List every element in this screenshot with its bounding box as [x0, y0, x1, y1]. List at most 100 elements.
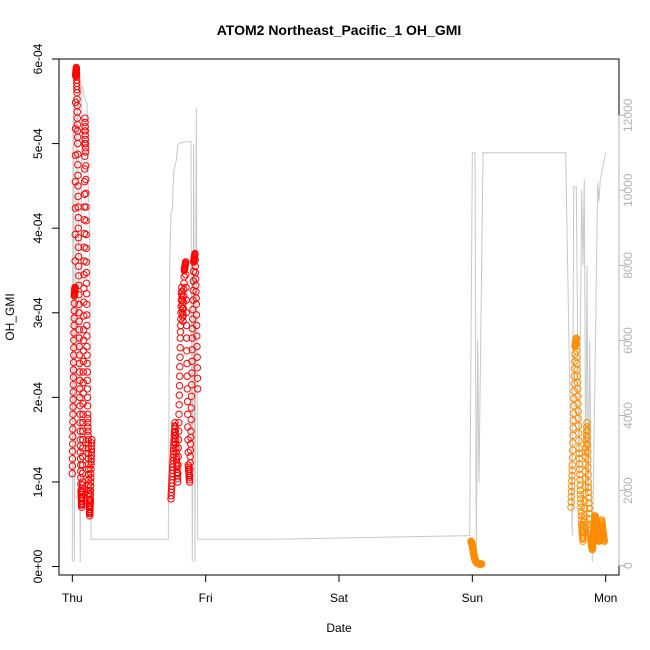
data-point	[176, 328, 185, 336]
data-point	[193, 321, 201, 330]
data-point	[75, 300, 83, 308]
data-point	[87, 439, 96, 447]
data-point	[69, 373, 78, 381]
y-tick-label: 3e-04	[31, 297, 45, 328]
data-point	[79, 436, 87, 444]
data-point	[584, 463, 592, 471]
data-point	[569, 416, 577, 425]
data-point	[86, 490, 95, 499]
data-point	[82, 258, 91, 266]
data-point	[83, 393, 92, 402]
data-point	[194, 385, 202, 393]
data-point	[576, 490, 585, 499]
data-point	[74, 234, 83, 242]
data-point	[68, 455, 77, 463]
data-point	[74, 171, 82, 180]
data-point	[172, 436, 180, 444]
data-point	[87, 465, 95, 473]
y2-tick-label: 6000	[621, 327, 635, 354]
data-point	[84, 410, 92, 418]
data-point	[83, 300, 91, 308]
data-point	[584, 483, 593, 491]
data-point	[584, 470, 592, 479]
data-point	[574, 385, 582, 393]
data-point	[74, 182, 82, 190]
data-point	[79, 427, 87, 435]
data-point	[183, 359, 191, 368]
data-point	[580, 512, 588, 520]
data-point	[83, 359, 91, 368]
data-point	[567, 493, 575, 501]
data-point	[70, 307, 78, 315]
data-point	[76, 385, 84, 393]
data-point	[73, 86, 81, 94]
data-point	[178, 283, 186, 292]
data-point	[68, 462, 77, 470]
data-point	[568, 471, 576, 480]
data-point	[576, 476, 584, 484]
data-point	[69, 410, 77, 418]
y-tick-label: 5e-04	[31, 128, 45, 159]
data-point	[583, 441, 592, 449]
data-point	[185, 476, 194, 484]
data-point	[193, 353, 201, 361]
data-point	[478, 560, 486, 568]
data-point	[189, 315, 197, 323]
data-point	[81, 144, 90, 152]
data-point	[75, 342, 84, 351]
data-point	[575, 455, 583, 463]
data-point	[83, 402, 92, 410]
data-point	[82, 290, 91, 298]
data-point	[574, 414, 582, 423]
data-point	[585, 499, 593, 507]
data-point	[78, 478, 87, 486]
data-point	[187, 404, 196, 412]
y2-tick-label: 0	[621, 562, 635, 569]
data-point	[74, 150, 82, 158]
data-point	[570, 402, 578, 410]
data-point	[183, 347, 191, 355]
data-point	[82, 148, 90, 156]
data-point	[187, 415, 195, 424]
y-tick-label: 6e-04	[31, 43, 45, 74]
data-point	[79, 444, 87, 452]
data-point	[577, 499, 585, 507]
x-tick-label: Mon	[594, 591, 617, 605]
data-point	[176, 363, 184, 371]
data-point	[188, 381, 196, 389]
data-point	[182, 283, 190, 292]
data-point	[175, 410, 183, 418]
data-point	[81, 127, 90, 135]
data-point	[189, 305, 197, 314]
data-point	[583, 426, 591, 434]
data-point	[182, 309, 191, 317]
data-point	[570, 387, 578, 395]
data-point	[81, 152, 89, 161]
data-point	[83, 342, 91, 351]
y-axis: 0e+00 1e-04 2e-04 3e-04 4e-04 5e-04 6e-04	[31, 43, 60, 583]
data-point	[80, 216, 89, 224]
data-point	[70, 351, 78, 359]
data-point	[574, 400, 582, 408]
data-point	[84, 419, 92, 427]
data-point	[74, 224, 83, 232]
data-point	[192, 300, 201, 308]
data-point	[584, 456, 592, 464]
data-point	[568, 477, 576, 485]
data-point	[193, 364, 202, 372]
y2-tick-label: 2000	[621, 477, 635, 504]
data-point	[567, 503, 575, 511]
data-point	[184, 410, 192, 418]
data-point	[577, 503, 585, 511]
data-point	[580, 515, 588, 523]
data-point	[76, 419, 84, 427]
data-point	[85, 465, 93, 473]
data-point	[75, 272, 83, 280]
data-point	[570, 372, 578, 380]
data-point	[75, 326, 84, 334]
points-layer	[68, 63, 608, 568]
data-point	[176, 353, 184, 361]
data-point	[569, 446, 577, 454]
data-point	[574, 422, 583, 430]
